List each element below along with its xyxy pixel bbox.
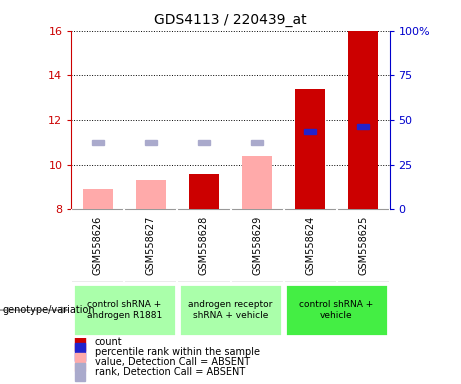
Title: GDS4113 / 220439_at: GDS4113 / 220439_at [154,13,307,27]
Bar [145,140,157,145]
Bar [251,140,263,145]
Bar [75,363,85,381]
Text: count: count [95,337,123,347]
Bar [136,180,165,209]
FancyBboxPatch shape [73,285,176,336]
Bar [75,333,85,351]
Text: control shRNA +
vehicle: control shRNA + vehicle [299,300,374,320]
Text: GSM558627: GSM558627 [146,216,156,275]
Text: control shRNA +
androgen R1881: control shRNA + androgen R1881 [87,300,162,320]
FancyBboxPatch shape [179,285,282,336]
Bar [357,124,369,129]
Bar [198,140,210,145]
Text: genotype/variation: genotype/variation [2,305,95,315]
Text: rank, Detection Call = ABSENT: rank, Detection Call = ABSENT [95,367,245,377]
Text: value, Detection Call = ABSENT: value, Detection Call = ABSENT [95,357,250,367]
Bar [349,31,378,209]
Bar [83,189,112,209]
Bar [189,174,219,209]
Text: GSM558629: GSM558629 [252,216,262,275]
Bar [92,140,104,145]
Text: percentile rank within the sample: percentile rank within the sample [95,347,260,357]
Text: GSM558626: GSM558626 [93,216,103,275]
FancyBboxPatch shape [285,285,388,336]
Bar [75,353,85,371]
Bar [304,129,316,134]
Bar [296,89,325,209]
Text: GSM558628: GSM558628 [199,216,209,275]
Text: GSM558624: GSM558624 [305,216,315,275]
Bar [242,156,272,209]
Text: androgen receptor
shRNA + vehicle: androgen receptor shRNA + vehicle [188,300,273,320]
Bar [75,343,85,361]
Text: GSM558625: GSM558625 [358,216,368,275]
